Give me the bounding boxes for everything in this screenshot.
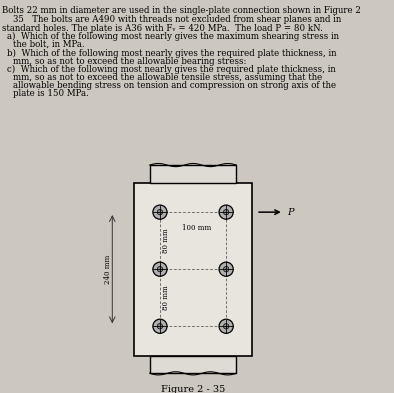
- Text: standard holes. The plate is A36 with Fᵥ = 420 MPa.  The load P = 80 kN.: standard holes. The plate is A36 with Fᵥ…: [2, 24, 323, 33]
- Text: 240 mm: 240 mm: [104, 255, 112, 284]
- Text: 80 mm: 80 mm: [162, 228, 170, 253]
- Circle shape: [223, 323, 229, 329]
- Text: mm, so as not to exceed the allowable bearing stress:: mm, so as not to exceed the allowable be…: [13, 57, 246, 66]
- Text: Bolts 22 mm in diameter are used in the single-plate connection shown in Figure : Bolts 22 mm in diameter are used in the …: [2, 6, 361, 15]
- Text: 100 mm: 100 mm: [182, 224, 212, 232]
- Text: P: P: [287, 208, 293, 217]
- Circle shape: [219, 205, 233, 219]
- Text: the bolt, in MPa.: the bolt, in MPa.: [13, 40, 84, 49]
- Text: plate is 150 MPa.: plate is 150 MPa.: [13, 89, 88, 98]
- Text: b)  Which of the following most nearly gives the required plate thickness, in: b) Which of the following most nearly gi…: [7, 49, 336, 58]
- Circle shape: [157, 266, 163, 272]
- Circle shape: [157, 209, 163, 215]
- Bar: [150, 165, 236, 183]
- Circle shape: [153, 262, 167, 276]
- Text: 80 mm: 80 mm: [162, 285, 170, 310]
- Text: Figure 2 - 35: Figure 2 - 35: [161, 385, 225, 393]
- Bar: [150, 356, 236, 373]
- Text: allowable bending stress on tension and compression on strong axis of the: allowable bending stress on tension and …: [13, 81, 336, 90]
- Text: c)  Which of the following most nearly gives the required plate thickness, in: c) Which of the following most nearly gi…: [7, 65, 336, 74]
- Text: a)  Which of the following most nearly gives the maximum shearing stress in: a) Which of the following most nearly gi…: [7, 32, 339, 41]
- Bar: [134, 183, 252, 356]
- Circle shape: [219, 262, 233, 276]
- Circle shape: [223, 266, 229, 272]
- Circle shape: [219, 319, 233, 333]
- Circle shape: [153, 319, 167, 333]
- Text: 35   The bolts are A490 with threads not excluded from shear planes and in: 35 The bolts are A490 with threads not e…: [13, 15, 341, 24]
- Circle shape: [223, 209, 229, 215]
- Circle shape: [153, 205, 167, 219]
- Circle shape: [157, 323, 163, 329]
- Text: mm, so as not to exceed the allowable tensile stress, assuming that the: mm, so as not to exceed the allowable te…: [13, 73, 322, 82]
